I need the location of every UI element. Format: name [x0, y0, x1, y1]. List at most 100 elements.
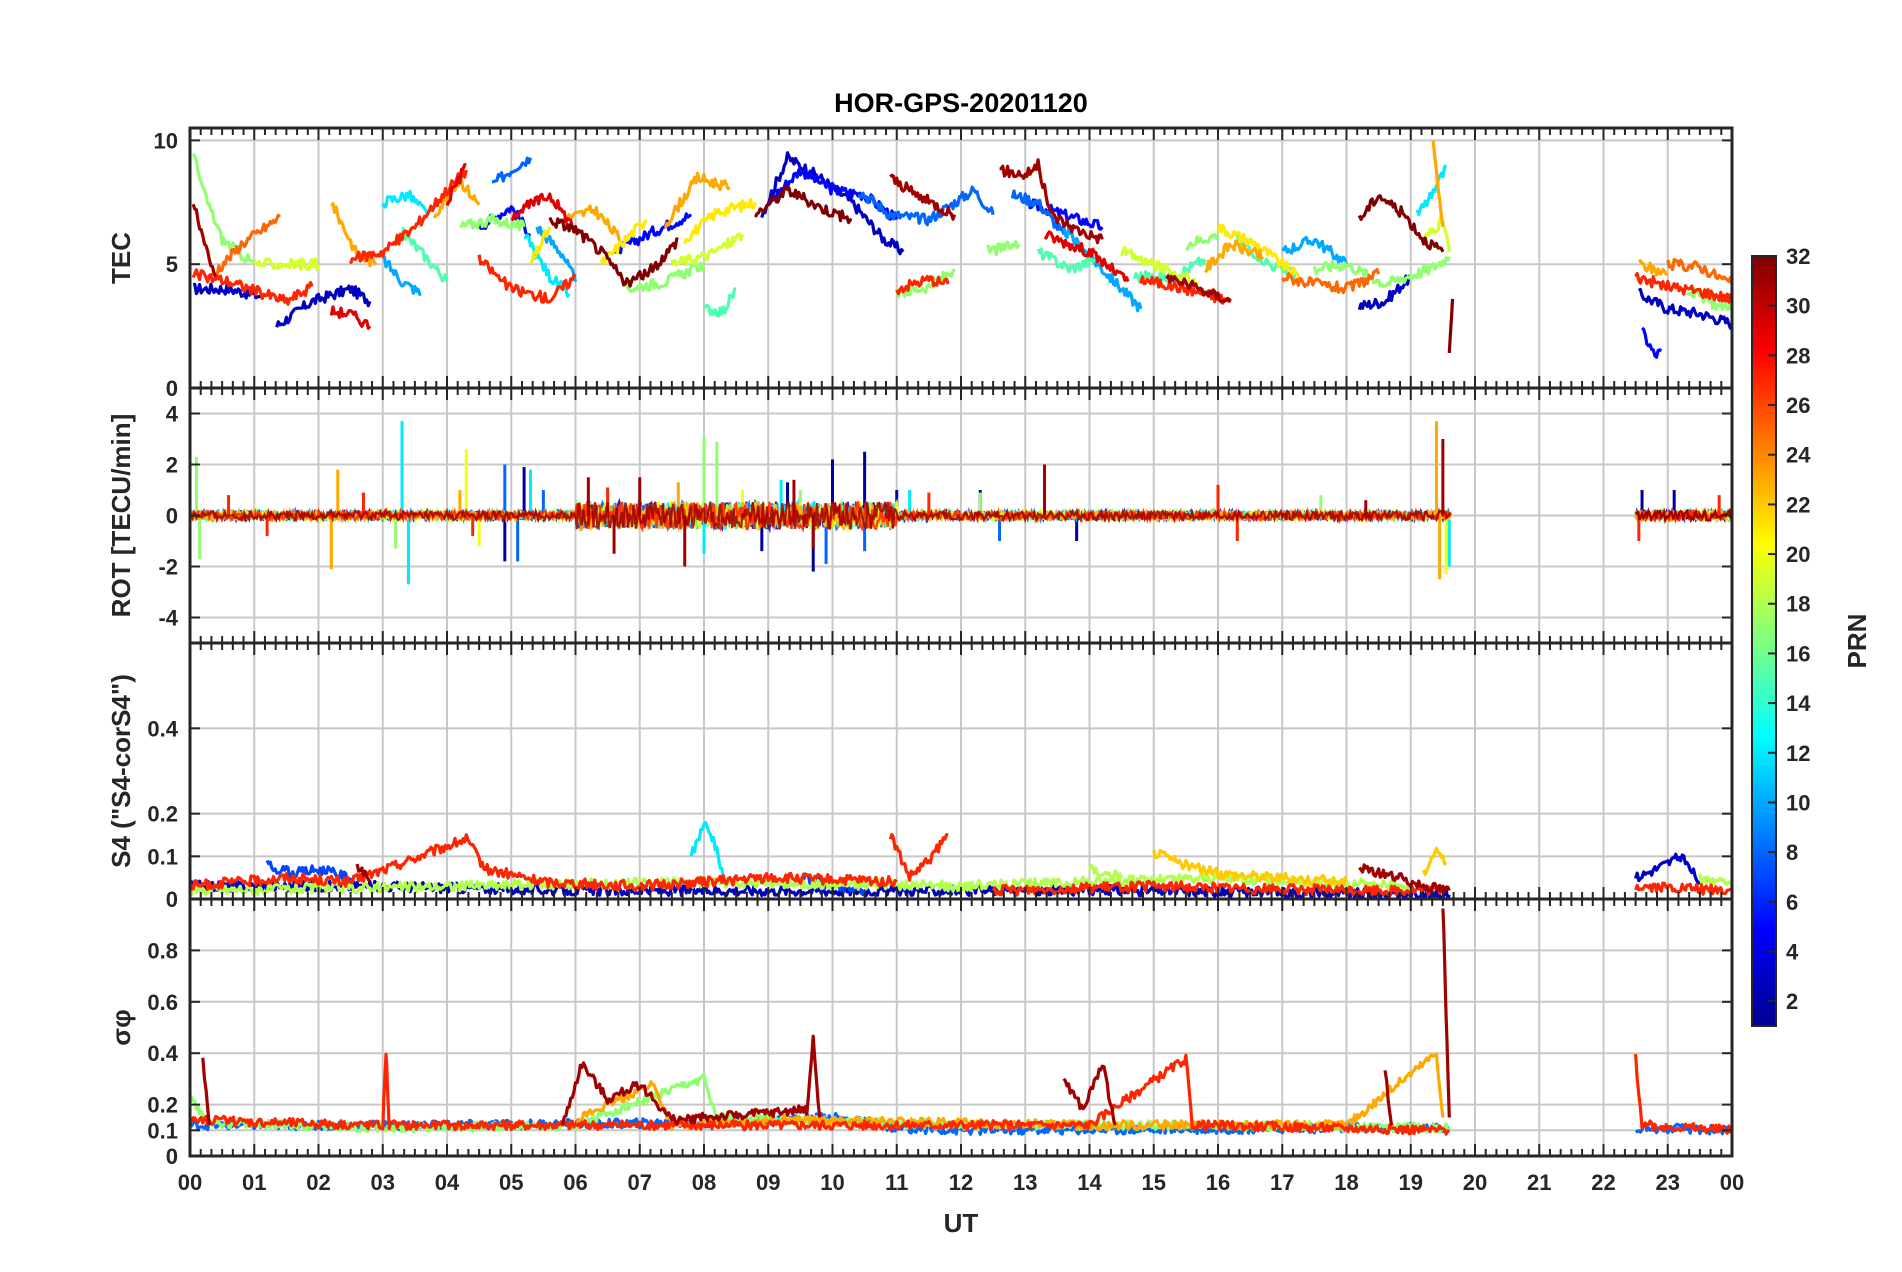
series-line: [1634, 507, 1732, 525]
series-line: [1165, 274, 1232, 304]
x-tick-label: 08: [692, 1170, 716, 1195]
series-line: [491, 156, 533, 184]
series-line: [1023, 196, 1104, 231]
x-tick-label: 01: [242, 1170, 266, 1195]
series-line: [1185, 233, 1220, 252]
series-line: [477, 254, 577, 304]
x-tick-label: 18: [1334, 1170, 1358, 1195]
panel-data: [190, 908, 1732, 1136]
colorbar-tick-label: 12: [1786, 741, 1810, 766]
series-line: [381, 189, 430, 216]
series-line: [857, 185, 995, 227]
x-tick-label: 00: [1720, 1170, 1744, 1195]
series-line: [1357, 274, 1412, 311]
colorbar-tick-label: 8: [1786, 840, 1798, 865]
panel-rot: -4 -2 0 2 4 ROT [TECU/min]: [106, 386, 1734, 645]
series-line: [599, 218, 648, 266]
series-line: [330, 202, 378, 268]
x-tick-label: 22: [1591, 1170, 1615, 1195]
y-tick-label: 0: [166, 887, 178, 912]
series-line: [400, 227, 449, 283]
series-line: [1383, 1070, 1394, 1126]
series-line: [529, 226, 552, 265]
series-line: [355, 863, 372, 883]
series-line: [1441, 908, 1451, 1118]
series-line: [702, 287, 737, 318]
y-tick-label: 0: [166, 376, 178, 401]
series-prn-12: [381, 164, 1448, 298]
series-prn-31: [355, 863, 1451, 894]
series-prn-27: [190, 1052, 1732, 1136]
y-tick-label: 0.2: [147, 802, 178, 827]
x-tick-label: 21: [1527, 1170, 1551, 1195]
series-line: [625, 261, 706, 294]
series-line: [1281, 235, 1349, 265]
colorbar-tick-label: 16: [1786, 641, 1810, 666]
series-line: [1043, 230, 1130, 283]
colorbar-tick-label: 10: [1786, 790, 1810, 815]
x-tick-label: 11: [885, 1170, 908, 1195]
series-line: [214, 213, 282, 276]
series-line: [1280, 267, 1381, 295]
series-line: [1062, 1064, 1117, 1126]
series-line: [888, 832, 949, 882]
series-line: [753, 185, 852, 225]
colorbar-tick-label: 30: [1786, 294, 1810, 319]
series-line: [1447, 298, 1455, 354]
series-line: [895, 268, 956, 299]
y-axis-label: σφ: [106, 1009, 136, 1045]
y-tick-label: 0.6: [147, 990, 178, 1015]
x-tick-label: 23: [1656, 1170, 1680, 1195]
y-tick-label: -4: [158, 606, 178, 631]
series-prn-29: [329, 163, 1130, 330]
colorbar-label: PRN: [1842, 614, 1872, 669]
series-line: [1204, 239, 1265, 274]
y-tick-label: 0.1: [147, 1118, 178, 1143]
series-line: [252, 257, 321, 272]
panel-data: [190, 820, 1732, 899]
x-tick-label: 06: [563, 1170, 587, 1195]
series-line: [1638, 259, 1668, 277]
x-tick-label: 17: [1270, 1170, 1294, 1195]
series-line: [1422, 846, 1448, 877]
series-line: [1010, 189, 1066, 235]
series-prn-8: [491, 156, 1066, 235]
series-line: [275, 284, 372, 328]
series-line: [895, 274, 950, 296]
y-tick-label: 4: [166, 402, 179, 427]
x-tick-label: 03: [371, 1170, 395, 1195]
y-tick-label: 10: [154, 128, 178, 153]
series-line: [459, 212, 526, 232]
panel-sigma_phi: 00.10.2 0.4 0.6 0.8 σφ: [106, 897, 1734, 1169]
x-tick-label: 12: [949, 1170, 973, 1195]
series-line: [349, 169, 468, 265]
colorbar-tick-label: 20: [1786, 542, 1810, 567]
series-line: [329, 305, 372, 330]
x-tick-label: 05: [499, 1170, 523, 1195]
y-tick-label: 0.4: [147, 716, 178, 741]
panel-tec: 0 5 10 TEC: [106, 126, 1734, 401]
series-prn-23: [330, 140, 1668, 277]
series-line: [1431, 140, 1445, 228]
series-prn-19: [252, 214, 1451, 287]
panel-data: [190, 421, 1732, 585]
y-tick-label: 0.8: [147, 938, 178, 963]
y-axis-label: TEC: [106, 232, 136, 284]
series-line: [510, 192, 577, 231]
series-line: [1641, 326, 1663, 359]
series-line: [190, 1052, 1451, 1136]
series-prn-32: [548, 185, 1455, 354]
series-prn-31: [201, 908, 1451, 1126]
series-line: [689, 820, 725, 878]
x-tick-label: 13: [1013, 1170, 1037, 1195]
series-line: [1634, 881, 1732, 896]
colorbar-tick-label: 32: [1786, 244, 1810, 269]
series-line: [191, 268, 314, 306]
series-line: [999, 158, 1104, 245]
colorbar-tick-label: 24: [1786, 443, 1811, 468]
series-line: [1698, 873, 1732, 887]
series-prn-25: [214, 213, 1732, 295]
y-tick-label: 0.4: [147, 1041, 178, 1066]
x-tick-label: 19: [1399, 1170, 1423, 1195]
